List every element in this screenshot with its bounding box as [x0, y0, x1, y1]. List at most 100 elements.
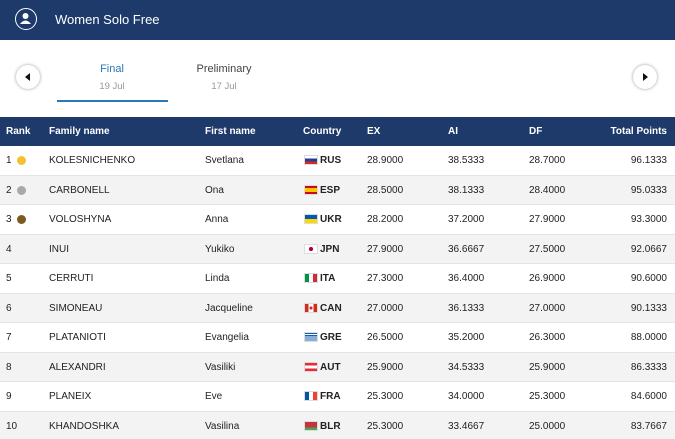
first-name: Ona [205, 184, 224, 196]
df-score: 28.7000 [529, 155, 566, 166]
medal-icon [17, 156, 26, 165]
total-points: 84.6000 [630, 391, 667, 402]
total-points: 93.3000 [630, 214, 667, 225]
ex-score: 25.3000 [367, 420, 404, 432]
total-points: 86.3333 [630, 361, 667, 373]
tab-date: 17 Jul [211, 81, 237, 92]
family-name: INUI [49, 243, 69, 255]
first-name: Yukiko [205, 243, 235, 255]
ai-score: 33.4667 [448, 420, 485, 432]
flag-icon [304, 361, 318, 372]
medal-icon [17, 215, 26, 224]
table-row[interactable]: 5 CERRUTI Linda ITA 27.3000 36.4000 26.9000 90.… [0, 264, 675, 294]
flag-icon [304, 302, 318, 313]
tab-final[interactable]: Final 19 Jul [52, 63, 172, 92]
country: AUT [320, 361, 341, 373]
title: Women Solo Free [55, 12, 160, 27]
ai-score: 35.2000 [448, 332, 485, 343]
flag-icon [304, 243, 318, 254]
table-header: Rank Family name First name Country EX AI DF To… [0, 117, 675, 146]
next-button[interactable] [633, 65, 657, 89]
medal-icon [17, 185, 26, 195]
rank: 6 [6, 302, 12, 314]
flag-icon [304, 273, 318, 283]
ex-score: 28.5000 [367, 184, 404, 196]
df-score: 25.3000 [529, 391, 566, 402]
table-row[interactable]: 9 PLANEIX Eve FRA 25.3000 34.0000 25.3000 84.60… [0, 382, 675, 412]
tab-underline [57, 100, 168, 102]
total-points: 83.7667 [630, 420, 667, 432]
flag-icon [304, 391, 318, 401]
total-points: 92.0667 [630, 243, 667, 255]
country: ITA [320, 273, 336, 284]
ex-score: 25.3000 [367, 391, 404, 402]
ex-score: 25.9000 [367, 361, 404, 373]
first-name: Eve [205, 391, 223, 402]
table-row[interactable]: 3 VOLOSHYNA Anna UKR 28.2000 37.2000 27.9000 93… [0, 205, 675, 235]
flag-icon [304, 332, 318, 342]
family-name: PLANEIX [49, 391, 92, 402]
table-row[interactable]: 6 SIMONEAU Jacqueline CAN 27.0000 36.1333 27.0… [0, 293, 675, 323]
country: JPN [320, 243, 340, 255]
df-score: 27.0000 [529, 302, 566, 314]
table-row[interactable]: 10 KHANDOSHKA Vasilina BLR 25.3000 33.4667 25.… [0, 411, 675, 439]
ai-score: 34.0000 [448, 391, 485, 402]
first-name: Anna [205, 214, 229, 225]
column-header: Country [303, 126, 342, 137]
ex-score: 28.9000 [367, 155, 404, 166]
rank: 5 [6, 273, 12, 284]
rank: 2 [6, 184, 12, 196]
total-points: 96.1333 [630, 155, 667, 166]
table-row[interactable]: 4 INUI Yukiko JPN 27.9000 36.6667 27.5000 92.06… [0, 234, 675, 264]
ex-score: 26.5000 [367, 332, 404, 343]
first-name: Svetlana [205, 155, 244, 166]
column-header: DF [529, 126, 543, 137]
family-name: ALEXANDRI [49, 361, 106, 373]
ex-score: 27.0000 [367, 302, 404, 314]
country: ESP [320, 184, 341, 196]
flag-icon [304, 155, 318, 165]
table-row[interactable]: 1 KOLESNICHENKO Svetlana RUS 28.9000 38.5333 2… [0, 146, 675, 176]
table-row[interactable]: 2 CARBONELL Ona ESP 28.5000 38.1333 28.4000 95.… [0, 175, 675, 205]
table-row[interactable]: 7 PLATANIOTI Evangelia GRE 26.5000 35.2000 26.… [0, 323, 675, 353]
prev-button[interactable] [16, 65, 40, 89]
ai-score: 36.4000 [448, 273, 485, 284]
column-header: AI [448, 126, 458, 137]
family-name: CERRUTI [49, 273, 94, 284]
ai-score: 38.5333 [448, 155, 485, 166]
user-icon[interactable] [15, 8, 37, 30]
df-score: 27.9000 [529, 214, 566, 225]
tab-label: Preliminary [196, 63, 252, 75]
table-row[interactable]: 8 ALEXANDRI Vasiliki AUT 25.9000 34.5333 25.90… [0, 352, 675, 382]
country: CAN [320, 302, 342, 314]
tab-label: Final [100, 63, 124, 75]
total-points: 95.0333 [630, 184, 667, 196]
country: FRA [320, 391, 341, 402]
country: UKR [320, 214, 342, 225]
ai-score: 38.1333 [448, 184, 485, 196]
rank: 3 [6, 214, 12, 225]
df-score: 25.0000 [529, 420, 566, 432]
column-header: First name [205, 126, 256, 137]
family-name: CARBONELL [49, 184, 110, 196]
rank: 9 [6, 391, 12, 402]
rank: 7 [6, 332, 12, 343]
family-name: PLATANIOTI [49, 332, 106, 343]
df-score: 26.9000 [529, 273, 566, 284]
flag-icon [304, 420, 318, 431]
total-points: 90.6000 [630, 273, 667, 284]
df-score: 26.3000 [529, 332, 566, 343]
flag-icon [304, 214, 318, 224]
ai-score: 36.6667 [448, 243, 485, 255]
column-header: Rank [6, 126, 31, 137]
ex-score: 28.2000 [367, 214, 404, 225]
rank: 4 [6, 243, 12, 255]
tab-preliminary[interactable]: Preliminary 17 Jul [164, 63, 284, 92]
family-name: SIMONEAU [49, 302, 103, 314]
total-points: 88.0000 [630, 332, 667, 343]
rank: 1 [6, 155, 12, 166]
ex-score: 27.3000 [367, 273, 404, 284]
column-header: Family name [49, 126, 110, 137]
ai-score: 37.2000 [448, 214, 485, 225]
ai-score: 36.1333 [448, 302, 485, 314]
